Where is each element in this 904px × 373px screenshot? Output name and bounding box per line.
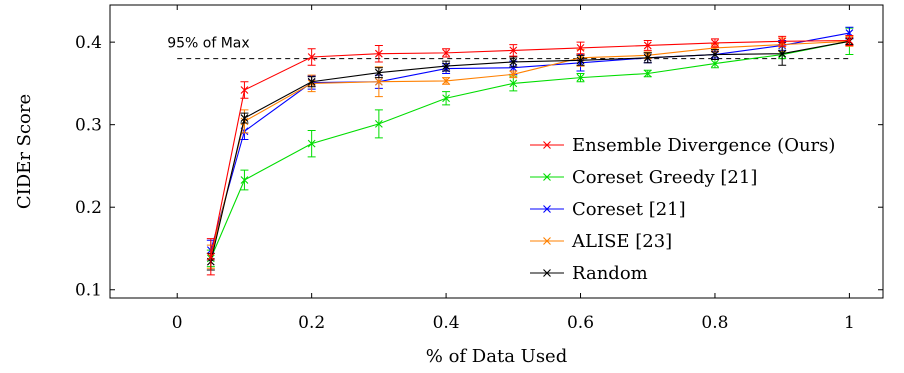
data-point bbox=[307, 139, 316, 148]
data-point bbox=[778, 37, 787, 46]
data-point bbox=[442, 94, 450, 103]
y-axis-label: CIDEr Score bbox=[14, 94, 35, 209]
series-coreset-greedy-21 bbox=[206, 27, 854, 268]
legend-label: Coreset Greedy [21] bbox=[572, 167, 757, 188]
x-axis-label: % of Data Used bbox=[426, 346, 567, 367]
data-point bbox=[374, 49, 383, 58]
data-point bbox=[643, 41, 652, 50]
data-point bbox=[509, 63, 518, 72]
legend-label: Coreset [21] bbox=[572, 199, 686, 220]
data-point bbox=[509, 70, 518, 79]
x-tick-label: 0.8 bbox=[701, 313, 728, 333]
data-point bbox=[307, 77, 316, 86]
x-tick-label: 0 bbox=[172, 313, 183, 333]
plot-frame bbox=[109, 4, 884, 299]
data-point bbox=[206, 252, 215, 261]
y-tick-label: 0.3 bbox=[75, 116, 102, 136]
series-ensemble-divergence-ours bbox=[206, 35, 854, 276]
legend-label: Ensemble Divergence (Ours) bbox=[572, 135, 835, 156]
data-point bbox=[442, 77, 450, 85]
data-point bbox=[711, 50, 719, 59]
data-point bbox=[576, 56, 585, 65]
data-point bbox=[643, 69, 652, 78]
data-point bbox=[711, 39, 719, 47]
y-tick-label: 0.2 bbox=[75, 198, 102, 218]
x-tick-label: 1 bbox=[844, 313, 855, 333]
data-point bbox=[845, 36, 854, 45]
y-tick-label: 0.1 bbox=[75, 281, 102, 301]
x-tick-label: 0.6 bbox=[567, 313, 594, 333]
legend-item-ensemble-divergence-ours: Ensemble Divergence (Ours) bbox=[530, 135, 835, 156]
legend-item-coreset-greedy-21: Coreset Greedy [21] bbox=[530, 167, 757, 188]
data-point bbox=[374, 77, 383, 86]
axes: 0 0.2 0.4 0.6 0.8 1 0.1 0.2 0.3 0.4 bbox=[75, 4, 884, 333]
data-point bbox=[576, 44, 585, 52]
data-point bbox=[442, 62, 450, 70]
data-point bbox=[240, 176, 249, 184]
legend-marker bbox=[543, 269, 551, 277]
reference-line-label: 95% of Max bbox=[167, 36, 249, 52]
legend: Ensemble Divergence (Ours) Coreset Greedy… bbox=[530, 135, 835, 284]
x-tick-label: 0.2 bbox=[298, 313, 325, 333]
legend-item-coreset-21: Coreset [21] bbox=[530, 199, 686, 220]
data-point bbox=[442, 48, 450, 57]
x-tick-label: 0.4 bbox=[433, 313, 460, 333]
legend-label: Random bbox=[572, 263, 648, 284]
data-point bbox=[307, 53, 316, 61]
legend-item-random: Random bbox=[530, 263, 648, 284]
data-point bbox=[778, 49, 787, 58]
data-point bbox=[374, 119, 383, 128]
legend-item-alise-23: ALISE [23] bbox=[530, 231, 672, 252]
y-tick-label: 0.4 bbox=[75, 33, 102, 53]
data-point bbox=[240, 86, 249, 94]
data-point bbox=[509, 58, 518, 66]
series-random bbox=[206, 37, 854, 271]
legend-label: ALISE [23] bbox=[571, 231, 672, 252]
data-point bbox=[711, 59, 719, 68]
data-point bbox=[240, 114, 249, 122]
plot-content: 95% of Max bbox=[167, 26, 854, 276]
legend-marker bbox=[543, 141, 551, 149]
data-point bbox=[509, 79, 518, 88]
legend-marker bbox=[543, 237, 551, 245]
data-point bbox=[643, 53, 652, 62]
legend-marker bbox=[543, 173, 551, 181]
data-point bbox=[576, 73, 585, 82]
data-point bbox=[509, 46, 518, 55]
data-point bbox=[374, 68, 383, 77]
legend-marker bbox=[543, 205, 551, 213]
